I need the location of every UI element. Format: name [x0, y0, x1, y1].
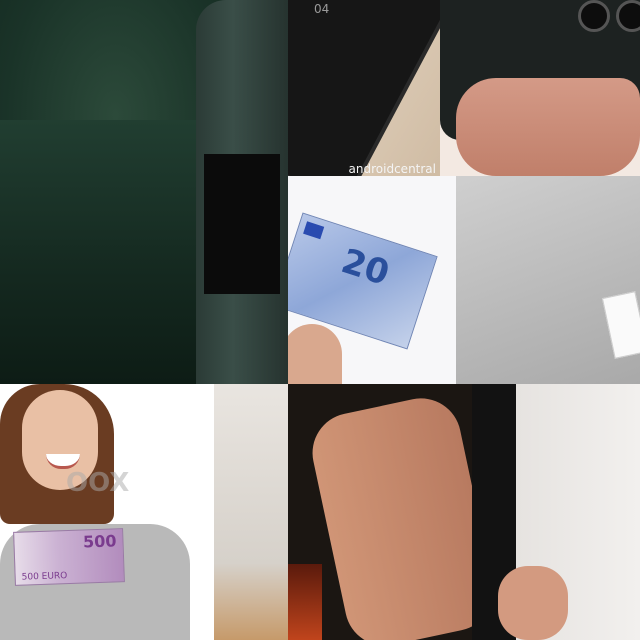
watermark-text: androidcentral — [348, 162, 436, 176]
banknote-denomination: 500 — [82, 531, 117, 552]
smile — [46, 454, 80, 469]
banknote-denomination: 20 — [336, 241, 395, 294]
eu-flag-icon — [303, 221, 325, 240]
watermark-text: OOX — [66, 468, 130, 498]
face — [22, 390, 98, 490]
room-background — [214, 384, 288, 640]
thumb — [288, 324, 342, 384]
fingers — [456, 78, 640, 176]
camera-lens-icon — [616, 0, 640, 32]
euro-20-note-photo: 20 — [288, 176, 470, 384]
banknote-small-denomination: 500 EURO — [21, 571, 68, 583]
camera-lens-icon — [578, 0, 610, 32]
backpack — [204, 154, 280, 294]
phone-screen-text: 04 — [314, 2, 330, 16]
hand-holding-phone-photo — [440, 0, 640, 176]
small-card — [601, 291, 640, 359]
arms-photo — [288, 384, 640, 640]
red-object — [288, 564, 322, 640]
banknote-500: 500 500 EURO — [13, 528, 125, 586]
forest-person-photo — [0, 0, 288, 384]
phone-device — [288, 0, 440, 184]
grey-wall-photo — [456, 176, 640, 384]
woman-holding-500-euro-photo: OOX 500 500 EURO — [0, 384, 288, 640]
hand — [498, 566, 568, 640]
hillside — [0, 120, 230, 384]
phone-photo: 04 androidcentral — [288, 0, 440, 184]
